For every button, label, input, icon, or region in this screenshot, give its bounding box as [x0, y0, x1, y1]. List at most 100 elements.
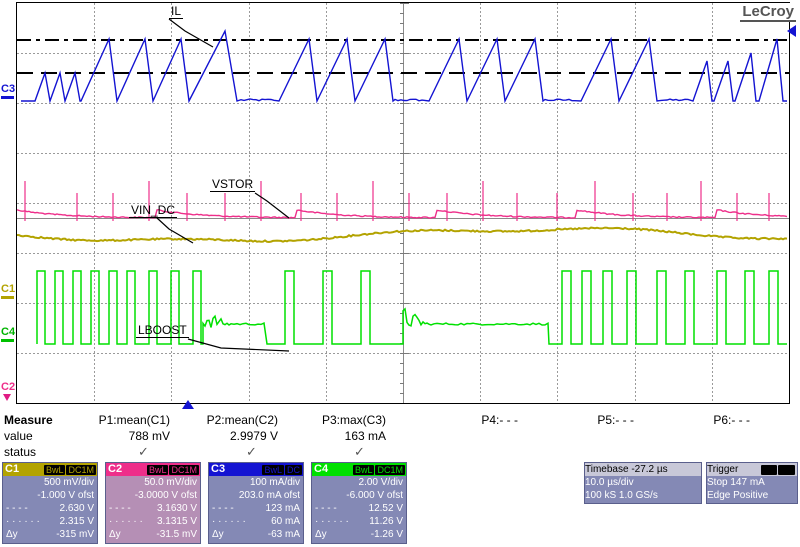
channel-marker-c4[interactable]: C4 [1, 327, 15, 342]
trigger-slope[interactable]: Positive [733, 490, 769, 501]
descriptor-c3-cursor2-style: · · · · · · [212, 516, 246, 527]
timebase-scale-row: 10.0 µs/div [585, 476, 701, 489]
waveform-area[interactable]: IL VSTOR VIN_DC LBOOST LeCroy C3 C1 C4 [0, 0, 800, 409]
channel-marker-c2[interactable]: C2 [1, 382, 15, 401]
descriptor-c4-scale[interactable]: 2.00 V/div [358, 477, 403, 488]
axis-tick-13 [400, 133, 404, 134]
descriptor-c2-scale[interactable]: 50.0 mV/div [144, 477, 197, 488]
axis-tick-3 [400, 33, 404, 34]
descriptor-c1-cursor1-value: 2.630 V [59, 503, 94, 514]
trigger-source-chip[interactable]: C3 [761, 465, 777, 475]
descriptor-c3-delta-label: Δy [212, 529, 224, 540]
channel-marker-c2-arrow [3, 394, 11, 401]
axis-tick-32 [400, 323, 404, 324]
axis-tick-33 [400, 333, 404, 334]
descriptor-c3-bwl-chip[interactable]: BwL [262, 465, 284, 475]
axis-tick-29 [400, 293, 404, 294]
measure-header-p1[interactable]: P1:mean(C1) [98, 413, 170, 427]
descriptor-c4-offset[interactable]: -6.000 V ofst [346, 490, 403, 501]
descriptor-c2-cursor1-style: - - - - [109, 503, 131, 514]
measure-value-p1: 788 mV [128, 429, 170, 443]
descriptor-c2-cursor1-value: 3.1630 V [156, 503, 197, 514]
annotation-lboost: LBOOST [136, 323, 189, 338]
trigger-position-marker[interactable] [182, 400, 194, 409]
trigger-level[interactable]: 147 mA [730, 477, 765, 488]
descriptor-c3[interactable]: C3 BwL DC 100 mA/div 203.0 mA ofst - - - - 123… [208, 462, 304, 544]
descriptor-c4-cursor1-value: 12.52 V [368, 503, 403, 514]
axis-tick-20 [400, 203, 409, 204]
axis-tick-12 [400, 123, 404, 124]
measure-header-p2[interactable]: P2:mean(C2) [206, 413, 278, 427]
channel-marker-c1-label: C1 [1, 283, 16, 295]
timebase-title: Timebase [585, 464, 629, 475]
descriptor-c4-bwl-chip[interactable]: BwL [352, 465, 375, 475]
trigger-type-row: Edge Positive [707, 489, 797, 502]
axis-tick-40 [400, 403, 409, 404]
measure-header-p6[interactable]: P6:- - - [713, 413, 750, 427]
descriptor-c1[interactable]: C1 BwL DC1M 500 mV/div -1.000 V ofst - - - - 2… [2, 462, 98, 544]
axis-tick-21 [400, 213, 404, 214]
channel-marker-c3-label: C3 [1, 83, 16, 95]
descriptor-c4-delta-value: -1.26 V [370, 529, 403, 540]
measure-value-label: value [4, 429, 33, 443]
descriptor-c2-offset[interactable]: -3.0000 V ofst [134, 490, 197, 501]
descriptor-c3-coupling-chip[interactable]: DC [285, 465, 302, 475]
measure-table: Measure value status P1:mean(C1) 788 mV ✓ P… [0, 408, 800, 459]
annotation-il: IL [169, 4, 184, 19]
timebase-sample-rate: 1.0 GS/s [618, 490, 658, 501]
measure-title: Measure [4, 413, 53, 427]
channel-marker-c4-label: C4 [1, 326, 16, 338]
descriptor-c1-coupling-chip[interactable]: DC1M [66, 465, 96, 475]
trigger-type[interactable]: Edge [707, 490, 731, 501]
descriptor-c3-delta-value: -63 mA [267, 529, 300, 540]
cursor-a[interactable] [17, 39, 789, 41]
timebase-scale: 10.0 µs/div [585, 477, 634, 488]
axis-tick-9 [400, 93, 404, 94]
timebase-memory: 100 kS [585, 490, 617, 501]
descriptor-c2-label: C2 [108, 463, 123, 475]
descriptor-c3-scale[interactable]: 100 mA/div [249, 477, 300, 488]
descriptor-c4-label: C4 [314, 463, 329, 475]
channel-marker-c3[interactable]: C3 [1, 84, 15, 99]
channel-marker-c1[interactable]: C1 [1, 284, 15, 299]
axis-tick-4 [400, 43, 404, 44]
descriptor-c2-coupling-chip[interactable]: DC1M [169, 465, 199, 475]
trigger-mode[interactable]: Stop [707, 477, 728, 488]
descriptor-c4-coupling-chip[interactable]: DC1M [375, 465, 405, 475]
axis-tick-18 [400, 183, 404, 184]
descriptor-c4-cursor2-style: · · · · · · [315, 516, 349, 527]
axis-tick-6 [400, 63, 404, 64]
measure-status-p1: ✓ [138, 444, 149, 459]
axis-tick-30 [400, 303, 409, 304]
descriptor-c2[interactable]: C2 BwL DC1M 50.0 mV/div -3.0000 V ofst - - - … [105, 462, 201, 544]
measure-value-p2: 2.9979 V [229, 429, 278, 443]
axis-tick-37 [400, 373, 404, 374]
descriptor-c1-bwl-chip[interactable]: BwL [43, 465, 66, 475]
descriptor-c1-scale[interactable]: 500 mV/div [43, 477, 94, 488]
axis-tick-19 [400, 193, 404, 194]
axis-tick-38 [400, 383, 404, 384]
axis-tick-26 [400, 263, 404, 264]
descriptor-c3-offset[interactable]: 203.0 mA ofst [238, 490, 300, 501]
measure-value-p3: 163 mA [344, 429, 386, 443]
timebase-memory-row: 100 kS 1.0 GS/s [585, 489, 701, 502]
descriptor-c2-bwl-chip[interactable]: BwL [146, 465, 169, 475]
measure-status-label: status [4, 445, 37, 459]
axis-tick-35 [400, 353, 409, 354]
annotation-vin-dc: VIN_DC [129, 203, 178, 218]
axis-tick-2 [400, 23, 404, 24]
measure-header-p4[interactable]: P4:- - - [481, 413, 518, 427]
axis-tick-25 [400, 253, 409, 254]
descriptor-c1-offset[interactable]: -1.000 V ofst [37, 490, 94, 501]
trigger-level-marker[interactable] [787, 25, 796, 37]
timebase-header: Timebase -27.2 µs [585, 463, 701, 476]
measure-header-p3[interactable]: P3:max(C3) [321, 413, 386, 427]
trigger-coupling-chip[interactable]: DC [778, 465, 795, 475]
measure-header-p5[interactable]: P5:- - - [597, 413, 634, 427]
grid[interactable]: IL VSTOR VIN_DC LBOOST [16, 2, 790, 404]
axis-tick-11 [400, 113, 404, 114]
timebase-panel[interactable]: Timebase -27.2 µs 10.0 µs/div 100 kS 1.0… [584, 462, 702, 504]
cursor-b[interactable] [17, 72, 789, 74]
trigger-panel[interactable]: Trigger C3 DC Stop 147 mA Edge Positive [706, 462, 798, 504]
descriptor-c4[interactable]: C4 BwL DC1M 2.00 V/div -6.000 V ofst - - - - 1… [311, 462, 407, 544]
